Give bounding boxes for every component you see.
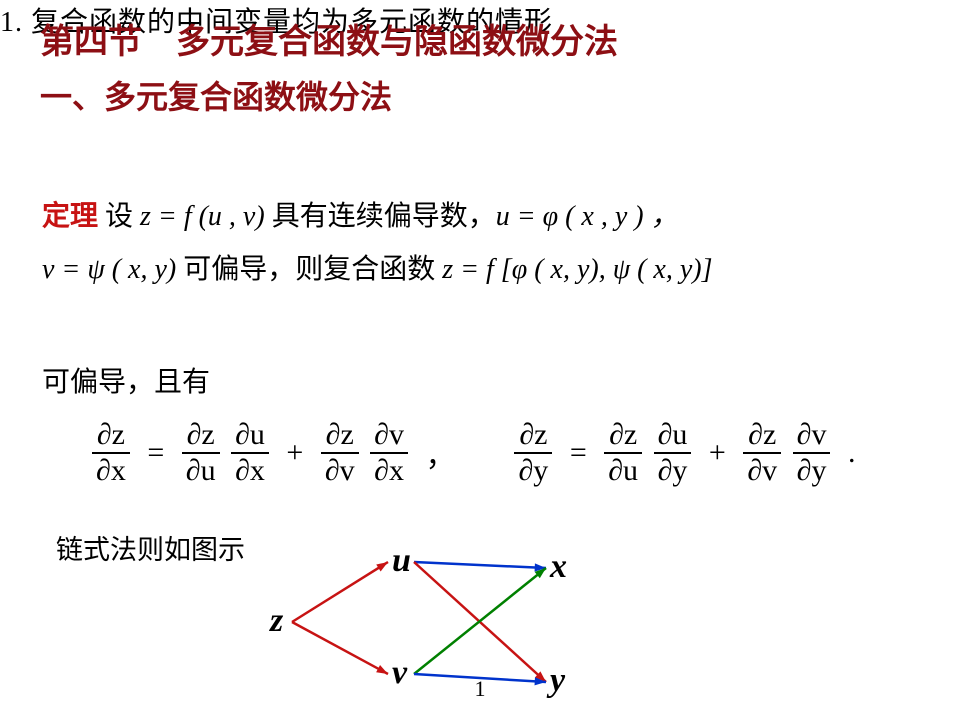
subsection-title: 一、多元复合函数微分法 [0,72,432,118]
frac-dzdy: ∂z ∂y [514,418,552,488]
chain-rule-formulae: ∂z ∂x = ∂z ∂u ∂u ∂x + ∂z ∂v ∂v ∂x ， ∂z ∂… [90,418,863,488]
frac-dvdy: ∂v ∂y [793,418,831,488]
frac-dzdv1: ∂z ∂v [321,418,359,488]
diagram-node-x: x [550,548,567,586]
h1-text: 第四节 多元复合函数与隐函数微分法 [40,24,618,61]
pagenum-text: 1 [475,676,486,701]
frac-dzdu1: ∂z ∂u [182,418,220,488]
chain-label-text: 链式法则如图示 [56,535,245,565]
theorem-t1a: 设 [105,201,140,232]
chain-rule-label: 链式法则如图示 [56,528,245,567]
frac-dudx: ∂u ∂x [231,418,269,488]
theorem-line4: 可偏导，且有 [42,360,210,400]
theorem-m1: z = f (u , v) [140,201,265,232]
op-comma: ， [417,440,463,473]
theorem-t2a: 可偏导，则复合函数 [183,254,442,285]
frac-dzdv2: ∂z ∂v [743,418,781,488]
theorem-block: 定理 设 z = f (u , v) 具有连续偏导数，u = φ ( x , y… [42,190,922,296]
theorem-m2: u = φ ( x , y ) ， [496,201,679,232]
h2-text: 一、多元复合函数微分法 [40,79,392,115]
frac-dudy: ∂u ∂y [654,418,692,488]
op-plus2: + [701,436,734,469]
diagram-node-z: z [270,602,283,640]
section-title: 第四节 多元复合函数与隐函数微分法 [0,14,960,63]
op-eq2: = [562,436,595,469]
theorem-label: 定理 [42,201,98,232]
frac-dzdu2: ∂z ∂u [604,418,642,488]
frac-dzdx: ∂z ∂x [92,418,130,488]
op-plus1: + [278,436,311,469]
theorem-m3: v = ψ ( x, y) [42,254,183,285]
theorem-t3: 可偏导，且有 [42,367,210,398]
theorem-m4: z = f [φ ( x, y), ψ ( x, y)] [442,254,712,285]
theorem-t1b: 具有连续偏导数， [265,201,496,232]
diagram-node-u: u [392,542,411,580]
op-period: . [840,436,864,469]
page-number: 1 [0,676,960,702]
op-eq1: = [139,436,172,469]
frac-dvdx: ∂v ∂x [370,418,408,488]
